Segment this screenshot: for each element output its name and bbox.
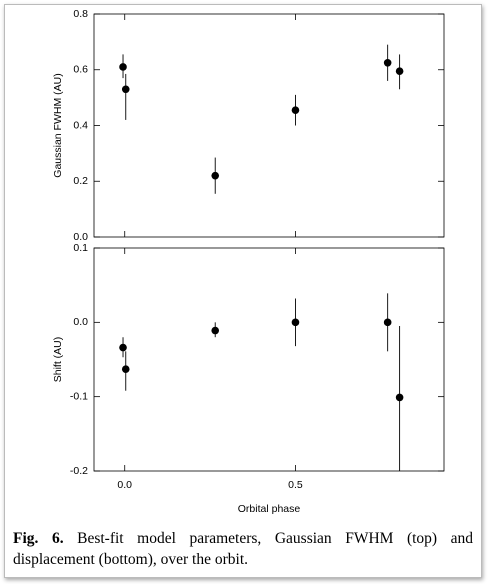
y-tick-label: -0.2 [70, 465, 88, 477]
y-tick-label: 0.8 [73, 8, 88, 20]
data-point [383, 58, 392, 67]
y-tick-label: 0.0 [73, 231, 88, 243]
y-tick-label: -0.1 [70, 390, 88, 402]
x-tick-label: 0.0 [117, 479, 132, 491]
y-tick-label: 0.4 [73, 119, 88, 131]
x-axis-label: Orbital phase [238, 503, 301, 515]
data-point [119, 63, 127, 71]
data-point [121, 85, 130, 94]
data-point [121, 365, 130, 373]
y-tick-label: 0.6 [73, 64, 88, 76]
y-tick-label: 0.2 [73, 175, 88, 187]
plot-frame [93, 13, 445, 238]
y-tick-label: 0.1 [73, 242, 88, 254]
caption-label: Fig. 6. [13, 530, 64, 547]
data-point [395, 67, 404, 75]
data-point [291, 318, 300, 327]
caption-text: Best-fit model parameters, Gaussian FWHM… [13, 530, 474, 568]
y-axis-label: Gaussian FWHM (AU) [52, 73, 64, 177]
plot-frame [93, 247, 445, 472]
y-axis-label: Shift (AU) [52, 337, 64, 383]
data-point [291, 106, 300, 114]
data-point [211, 171, 220, 180]
plot-area [119, 293, 404, 471]
plot-area [119, 44, 404, 194]
y-tick-label: 0.0 [73, 316, 88, 328]
data-point [119, 343, 127, 352]
data-point [395, 393, 404, 402]
caption: Fig. 6. Best-fit model parameters, Gauss… [13, 528, 473, 570]
x-tick-label: 0.5 [288, 479, 303, 491]
figure-card [4, 4, 482, 578]
chart: 0.0 0.2 0.4 0.6 0.8 Gaussian FWHM (AU) -0.2 -0.… [52, 8, 445, 515]
data-point [383, 318, 392, 327]
data-point [211, 326, 220, 335]
